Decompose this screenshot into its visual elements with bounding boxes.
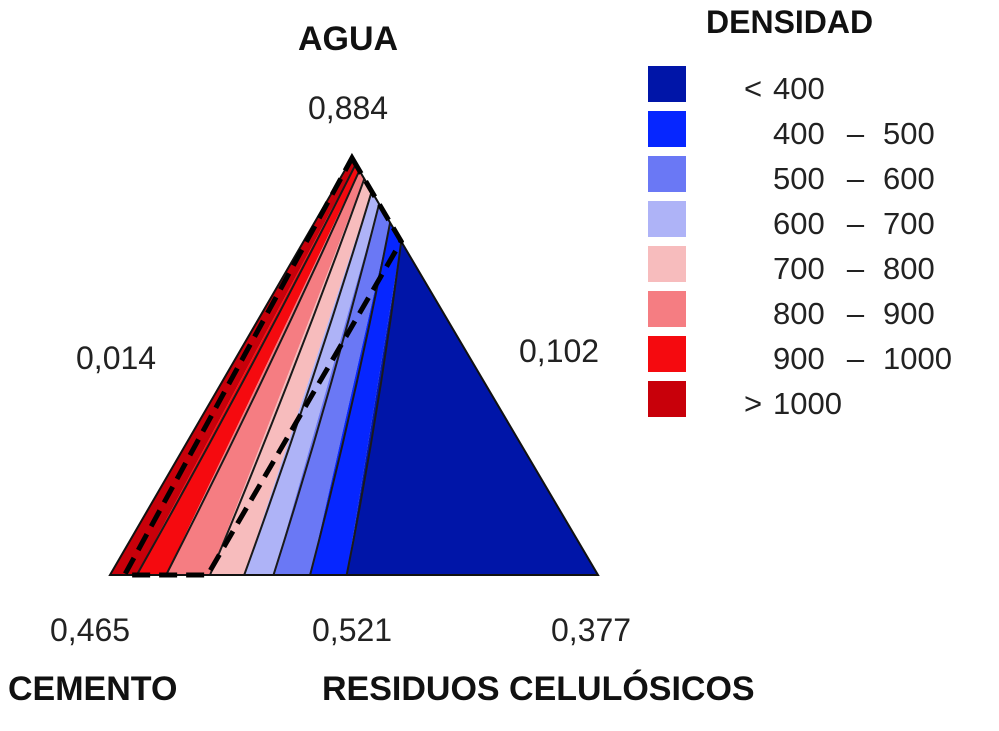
legend-label-hi: 700 xyxy=(883,206,935,241)
legend-swatch xyxy=(648,111,686,147)
contour-boundary xyxy=(165,170,361,575)
edge-label-right: 0,102 xyxy=(519,333,600,369)
legend-label-dash: – xyxy=(846,206,865,241)
legend-title: DENSIDAD xyxy=(706,4,874,40)
legend-label: 400–500 xyxy=(733,116,943,152)
legend-label-hi: 800 xyxy=(883,251,935,286)
legend-swatch xyxy=(648,246,686,282)
contour-boundaries xyxy=(135,163,403,575)
contour-boundary xyxy=(345,241,403,575)
legend-label: 900–1000 xyxy=(733,341,952,377)
contour-boundary xyxy=(209,178,366,575)
edge-label-bottom: 0,521 xyxy=(312,612,393,648)
legend-swatch xyxy=(648,156,686,192)
triangle-outline xyxy=(108,156,600,576)
legend-label-lo: 900 xyxy=(773,341,825,376)
legend-label: 800–900 xyxy=(733,296,943,332)
legend-label-hi: 900 xyxy=(883,296,935,331)
legend-label-lo: 400 xyxy=(773,116,825,151)
contour-boundary xyxy=(243,191,373,575)
legend-label-hi: 600 xyxy=(883,161,935,196)
legend-label: <400 xyxy=(733,71,943,107)
vertex-value-top: 0,884 xyxy=(308,90,389,126)
legend-swatch xyxy=(648,336,686,372)
legend-label-lo: 500 xyxy=(773,161,825,196)
vertex-title-right: RESIDUOS CELULÓSICOS xyxy=(322,670,755,708)
legend-label-lo: 1000 xyxy=(773,386,842,421)
legend-label-lo: 800 xyxy=(773,296,825,331)
vertex-value-right: 0,377 xyxy=(551,612,632,648)
legend-label-hi: 1000 xyxy=(883,341,952,376)
legend-label-hi: 500 xyxy=(883,116,935,151)
legend-swatch xyxy=(648,381,686,417)
dashed-subregion xyxy=(120,152,405,578)
legend-label: 600–700 xyxy=(733,206,943,242)
legend-swatch xyxy=(648,291,686,327)
legend-label-dash: – xyxy=(846,251,865,286)
legend-swatch xyxy=(648,201,686,237)
legend-label-lo: 700 xyxy=(773,251,825,286)
edge-label-left: 0,014 xyxy=(76,340,157,376)
contour-boundary xyxy=(309,222,392,575)
legend-label-dash: – xyxy=(846,116,865,151)
legend-label-lo: 600 xyxy=(773,206,825,241)
contour-boundary xyxy=(135,163,357,575)
legend-label-dash: – xyxy=(846,161,865,196)
legend-label-op: > xyxy=(743,386,763,421)
legend-label-op: < xyxy=(743,71,763,106)
vertex-title-left: CEMENTO xyxy=(8,670,178,708)
legend-label-dash: – xyxy=(846,341,865,376)
vertex-title-top: AGUA xyxy=(298,20,399,58)
legend-label: 500–600 xyxy=(733,161,943,197)
legend-label: >1000 xyxy=(733,386,943,422)
legend-label-lo: 400 xyxy=(773,71,825,106)
vertex-value-left: 0,465 xyxy=(50,612,131,648)
legend-swatch xyxy=(648,66,686,102)
contour-region xyxy=(346,241,598,575)
contour-boundary xyxy=(272,203,381,575)
legend-label: 700–800 xyxy=(733,251,943,287)
legend-label-dash: – xyxy=(846,296,865,331)
